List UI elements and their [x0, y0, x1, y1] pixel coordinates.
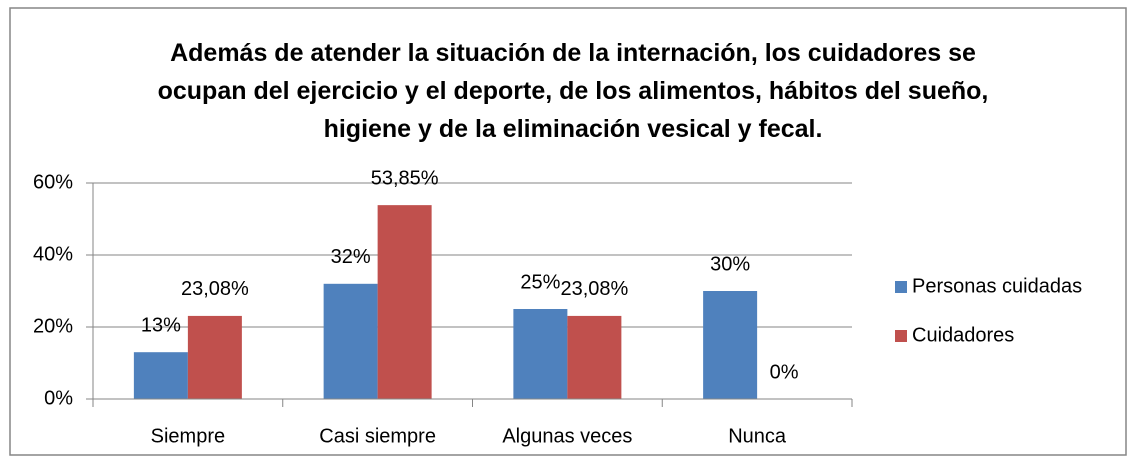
x-tick-label: Casi siempre — [319, 425, 436, 447]
legend-label: Personas cuidadas — [912, 275, 1082, 297]
data-label: 25% — [520, 271, 560, 293]
legend-swatch — [895, 330, 907, 342]
data-label: 30% — [710, 253, 750, 275]
data-label: 53,85% — [371, 167, 439, 189]
data-label: 13% — [141, 314, 181, 336]
data-label: 32% — [331, 246, 371, 268]
bar — [513, 309, 568, 399]
chart-title: Además de atender la situación de la int… — [157, 39, 989, 143]
data-label: 23,08% — [181, 278, 249, 300]
bar — [323, 283, 378, 399]
legend-swatch — [895, 281, 907, 293]
legend-label: Cuidadores — [912, 324, 1014, 346]
y-tick-label: 0% — [44, 387, 73, 409]
bar — [133, 352, 188, 399]
data-label: 0% — [770, 361, 799, 383]
y-tick-label: 60% — [33, 171, 73, 193]
y-tick-label: 20% — [33, 315, 73, 337]
y-tick-label: 40% — [33, 243, 73, 265]
bar — [567, 315, 622, 399]
x-tick-label: Algunas veces — [502, 425, 632, 447]
bar — [187, 315, 242, 399]
bar — [377, 205, 432, 399]
data-label: 23,08% — [560, 278, 628, 300]
x-tick-label: Nunca — [728, 425, 787, 447]
bar — [703, 291, 758, 399]
x-tick-label: Siempre — [151, 425, 225, 447]
